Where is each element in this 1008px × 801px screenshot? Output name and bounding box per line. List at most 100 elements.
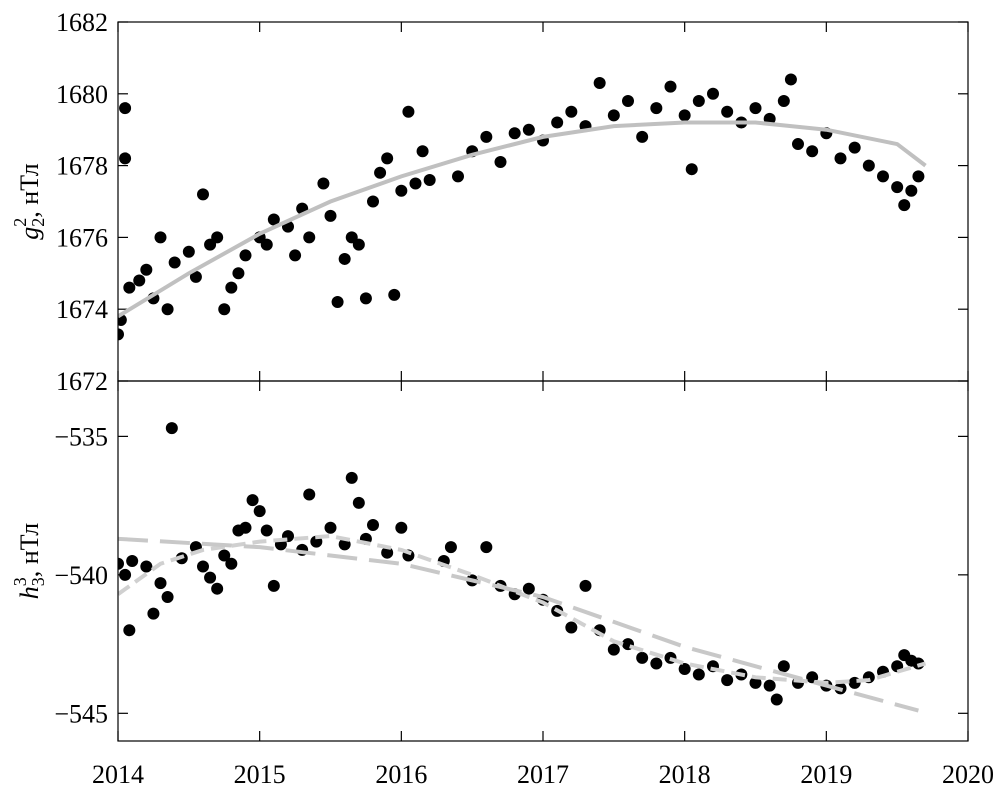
panel-frame <box>117 21 969 382</box>
plot-area <box>118 422 927 713</box>
y-tick-label: 1680 <box>56 80 108 109</box>
data-point <box>749 102 762 115</box>
data-point <box>784 73 797 86</box>
data-point <box>480 130 493 143</box>
y-tick-label: 1676 <box>56 223 108 252</box>
data-point <box>579 579 592 592</box>
data-point <box>165 422 178 435</box>
data-point <box>898 199 911 212</box>
data-point <box>770 693 783 706</box>
data-point <box>678 109 691 122</box>
y-axis-label: g22, нТл <box>10 163 48 240</box>
y-label-base: g <box>15 227 44 240</box>
y-label-base: h <box>15 586 44 599</box>
data-point <box>692 668 705 681</box>
data-point <box>409 177 422 190</box>
data-point <box>359 292 372 305</box>
x-tick-label: 2020 <box>942 760 994 789</box>
data-point <box>119 102 132 115</box>
panel-frame <box>117 380 969 742</box>
data-point <box>423 173 436 186</box>
data-point <box>123 281 136 294</box>
data-point <box>118 328 124 341</box>
data-point <box>267 213 280 226</box>
data-point <box>388 288 401 301</box>
data-point <box>338 252 351 265</box>
data-point <box>636 130 649 143</box>
data-point <box>806 145 819 158</box>
data-point <box>565 621 578 634</box>
data-point <box>161 591 174 603</box>
data-point <box>126 555 139 567</box>
data-point <box>707 87 719 100</box>
data-point <box>395 184 408 197</box>
data-point <box>289 249 302 262</box>
data-point <box>239 521 252 534</box>
data-point <box>508 127 521 140</box>
data-point <box>692 94 705 107</box>
x-tick-label: 2016 <box>375 760 427 789</box>
data-point <box>154 577 167 590</box>
data-point <box>607 109 620 122</box>
data-point <box>253 505 266 518</box>
data-point <box>891 181 904 194</box>
data-point <box>197 560 209 573</box>
data-point <box>877 170 889 183</box>
data-point <box>834 152 847 165</box>
y-tick-label: 1672 <box>56 367 108 396</box>
data-point <box>367 519 379 531</box>
data-point <box>239 249 252 262</box>
data-point <box>416 145 429 158</box>
x-tick-label: 2019 <box>800 760 852 789</box>
data-point <box>225 557 238 570</box>
data-point <box>721 105 734 118</box>
fit-line <box>118 536 919 713</box>
data-point <box>352 238 365 251</box>
data-point <box>622 94 634 107</box>
x-tick-label: 2014 <box>92 760 144 789</box>
data-point <box>154 231 167 244</box>
y-tick-label: −540 <box>54 561 108 590</box>
y-tick-label: 1682 <box>56 8 108 37</box>
data-point <box>593 77 606 90</box>
data-point <box>848 676 861 689</box>
y-label-sup: 2 <box>10 218 30 227</box>
data-point <box>650 102 663 115</box>
data-point <box>133 274 146 287</box>
y-label-unit: , нТл <box>15 163 44 218</box>
data-point <box>777 660 790 673</box>
y-tick-label: −535 <box>54 422 108 451</box>
data-point <box>211 231 224 244</box>
y-label-sub: 3 <box>28 577 48 586</box>
data-point <box>792 138 804 151</box>
data-point <box>119 152 132 165</box>
data-point <box>267 579 280 592</box>
data-point <box>650 657 663 670</box>
data-point <box>848 141 861 154</box>
data-point <box>522 123 535 136</box>
y-axis-label: h33, нТл <box>10 523 48 600</box>
data-point <box>685 163 698 176</box>
data-point <box>395 521 408 534</box>
y-label-unit: , нТл <box>15 523 44 578</box>
data-point <box>912 170 925 183</box>
data-point <box>197 188 209 201</box>
data-point <box>494 156 507 169</box>
data-point <box>168 256 181 269</box>
data-point <box>777 94 790 107</box>
y-label-sub: 2 <box>28 218 48 227</box>
data-point <box>480 541 493 554</box>
data-point <box>324 521 337 534</box>
data-point <box>140 263 153 276</box>
data-point <box>317 177 330 190</box>
data-point <box>664 80 677 93</box>
data-point <box>551 116 564 129</box>
fit-line <box>118 534 927 685</box>
data-point <box>303 231 316 244</box>
data-point <box>147 607 160 620</box>
data-point <box>211 582 224 595</box>
data-point <box>140 560 153 573</box>
data-point <box>862 159 875 172</box>
data-point <box>352 496 365 509</box>
y-tick-label: 1678 <box>56 152 108 181</box>
